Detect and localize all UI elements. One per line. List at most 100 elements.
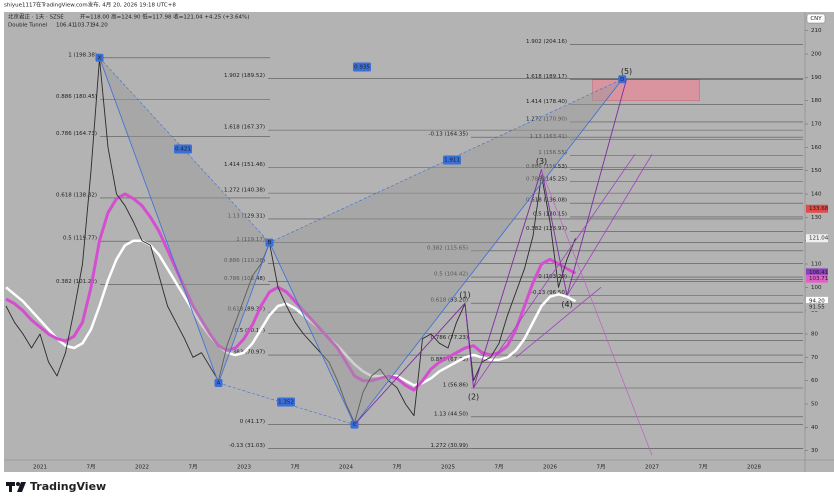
price-badge-label: 133.68 [809, 206, 829, 212]
elliott-label: (5) [621, 67, 632, 76]
wave-point-label: C [353, 422, 357, 428]
y-tick-label: 70 [811, 355, 818, 361]
x-tick-label: 7月 [393, 464, 402, 471]
x-tick-label: 2022 [135, 465, 149, 471]
price-badge-label: 106.41 [809, 270, 828, 276]
fib-label: 1 (198.38) [68, 52, 97, 58]
logo-mark [17, 482, 26, 492]
price-badge [806, 204, 828, 213]
fib-label: 1.414 (151.46) [224, 162, 265, 168]
y-tick-label: 80 [811, 332, 818, 338]
price-badge [806, 274, 828, 283]
ratio-badge [353, 62, 371, 72]
y-tick-label: 210 [811, 28, 822, 34]
fib-label: 1.618 (167.37) [224, 125, 265, 131]
elliott-label: (1) [459, 291, 470, 300]
wave-point-label: B [268, 240, 272, 246]
fib-label: 1.414 (178.40) [526, 99, 567, 105]
fib-label: 0.786 (145.25) [526, 176, 567, 182]
fib-label: 1.272 (170.90) [526, 116, 567, 122]
indicator-value: 106.41 [56, 23, 75, 29]
ratio-label: 1.911 [444, 158, 460, 164]
fib-label: 0.382 (101.22) [56, 279, 97, 285]
fib-label: 1.272 (30.99) [430, 443, 468, 449]
indicator-value: 94.20 [92, 23, 108, 29]
y-tick-label: 200 [811, 52, 822, 58]
x-tick-label: 2027 [645, 465, 659, 471]
wave-point-label: X [98, 55, 102, 61]
y-tick-label: 50 [811, 402, 818, 408]
chart-layer: 3040506070809010011012013014015016017018… [5, 28, 828, 471]
price-badge-label: 121.04 [809, 236, 829, 242]
footer-brand: TradingView [30, 480, 106, 493]
ma-slow [5, 239, 577, 387]
projection [541, 170, 653, 456]
y-tick-label: 40 [811, 425, 818, 431]
ratio-badge [174, 144, 192, 154]
price-badge [806, 234, 828, 243]
x-tick-label: 2021 [33, 465, 47, 471]
fib-label: 1 (156.55) [538, 150, 567, 156]
fib-label: 1.272 (140.38) [224, 188, 265, 194]
y-tick-label: 170 [811, 122, 822, 128]
fib-label: 0.382 (70.97) [227, 350, 265, 356]
ratio-badge [443, 155, 461, 165]
price-badge [806, 296, 828, 305]
x-tick-label: 7月 [699, 464, 708, 471]
symbol: 北京君正 · 1天 · SZSE [8, 13, 64, 21]
x-tick-label: 7月 [291, 464, 300, 471]
wave-point-badge [265, 238, 274, 247]
wave-point-badge [95, 53, 104, 62]
x-tick-label: 2025 [441, 465, 455, 471]
ratio-label: 0.935 [354, 65, 370, 71]
fib-label: 0.5 (119.77) [63, 236, 97, 242]
x-tick-label: 2026 [543, 465, 557, 471]
y-tick-label: 110 [811, 262, 822, 268]
logo-mark [9, 486, 12, 492]
x-tick-label: 2028 [747, 465, 761, 471]
elliott-label: (4) [561, 300, 572, 309]
ohlc: 开=118.00 高=124.90 低=117.98 收=121.04 +4.2… [80, 13, 249, 21]
harmonic-fill [99, 57, 623, 425]
publisher: shiyue1117在TradingView.com发布, 4月 20, 202… [4, 1, 176, 9]
fib-label: 0.618 (89.37) [227, 307, 265, 313]
currency-button[interactable] [806, 13, 826, 24]
fib-label: 0.886 (110.28) [224, 258, 265, 264]
fib-label: 0.618 (93.20) [430, 298, 468, 304]
y-tick-label: 100 [811, 285, 822, 291]
fib-label: -0.13 (164.35) [428, 132, 468, 138]
indicator-name: Double Tunnel [8, 23, 48, 29]
y-tick-label: 60 [811, 378, 818, 384]
price-badge-label: 94.20 [809, 298, 825, 304]
y-tick-label: 30 [811, 448, 818, 454]
y-tick-label: 150 [811, 168, 822, 174]
price-badge-label: 91.55 [809, 305, 825, 311]
fib-label: -0.13 (96.50) [531, 290, 567, 296]
price-badge [806, 268, 828, 277]
y-tick-label: 130 [811, 215, 822, 221]
elliott-label: (3) [536, 157, 547, 166]
fib-label: 0.382 (123.97) [526, 226, 567, 232]
fib-label: 0.382 (115.65) [427, 245, 468, 251]
target-zone [592, 79, 700, 101]
fib-label: 0.5 (104.42) [434, 272, 468, 278]
y-tick-label: 160 [811, 145, 822, 151]
elliott-label: (2) [468, 392, 479, 401]
ratio-badge [277, 397, 295, 407]
y-tick-label: 190 [811, 75, 822, 81]
currency[interactable]: CNY [810, 16, 822, 22]
fib-label: -0.13 (31.03) [229, 443, 265, 449]
ma-fast [5, 192, 577, 392]
x-tick-label: 2023 [237, 465, 251, 471]
fib-label: 1.13 (44.50) [434, 411, 468, 417]
price-badge-label: 103.71 [809, 276, 828, 282]
fib-label: 0.618 (138.32) [56, 192, 97, 198]
y-tick-label: 90 [811, 308, 818, 314]
fib-label: 0 (41.17) [240, 419, 265, 425]
logo [6, 482, 26, 492]
wave-point-label: A [217, 381, 221, 387]
fib-label: 1 (119.17) [236, 237, 265, 243]
fib-label: 1.13 (163.41) [529, 134, 567, 140]
x-tick-label: 7月 [87, 464, 96, 471]
indicator-value: 103.71 [74, 23, 93, 29]
